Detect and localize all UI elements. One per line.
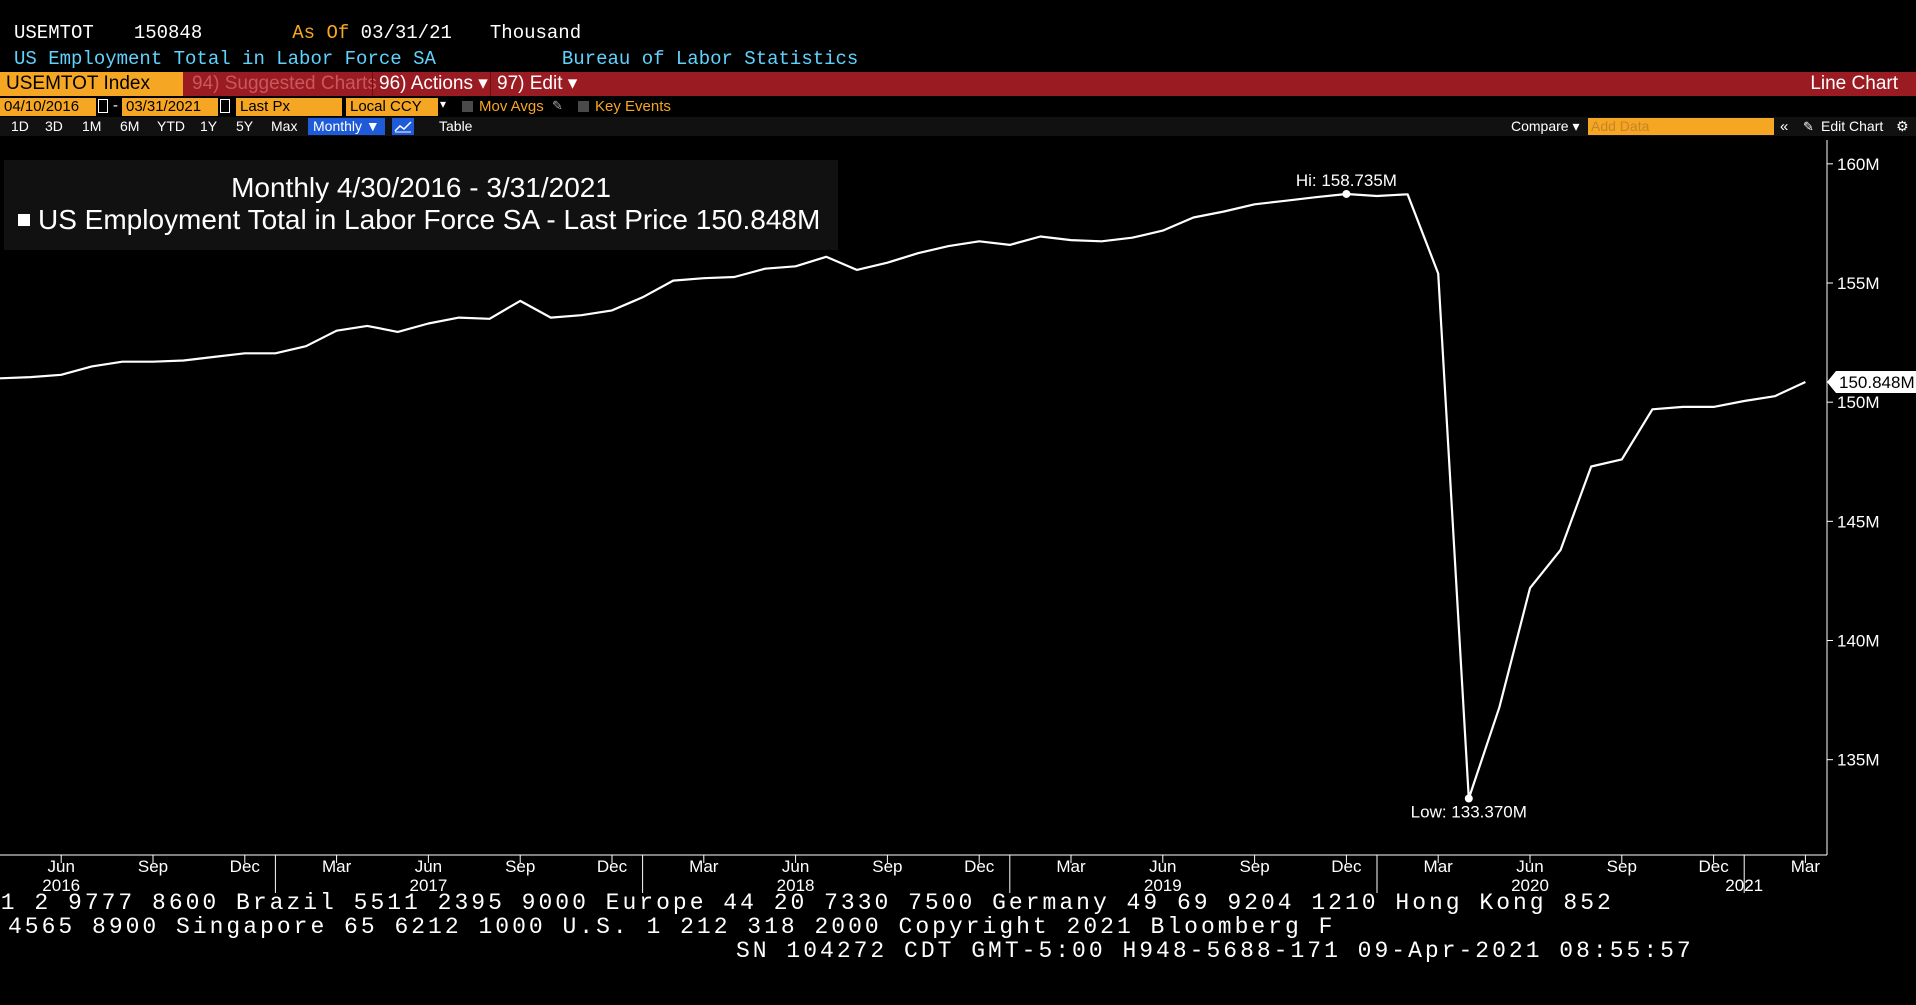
x-month-label: Sep	[505, 857, 535, 876]
table-button[interactable]: Table	[439, 118, 473, 134]
key-events-checkbox[interactable]	[578, 101, 589, 112]
x-month-label: Mar	[322, 857, 352, 876]
period-1m[interactable]: 1M	[82, 118, 102, 134]
x-month-label: Jun	[415, 857, 442, 876]
legend-period-title: Monthly 4/30/2016 - 3/31/2021	[231, 172, 611, 203]
last-price-label: 150.848M	[1839, 373, 1915, 392]
currency-dropdown-icon[interactable]: ▾	[440, 97, 447, 111]
add-data-input[interactable]: Add Data	[1588, 118, 1774, 135]
x-month-label: Sep	[1239, 857, 1269, 876]
last-price-tag	[1827, 370, 1916, 393]
x-month-label: Dec	[1698, 857, 1729, 876]
x-year-label: 2021	[1725, 876, 1763, 895]
x-month-label: Sep	[872, 857, 902, 876]
mov-avgs-label: Mov Avgs	[479, 98, 544, 115]
asof-date: 03/31/21	[360, 22, 452, 44]
x-month-label: Dec	[1331, 857, 1362, 876]
options-bar: 04/10/2016 - 03/31/2021 Last Px Local CC…	[0, 97, 1916, 116]
x-month-label: Jun	[782, 857, 809, 876]
series-line	[0, 192, 1806, 800]
x-year-label: 2018	[777, 876, 815, 895]
plot-area: Hi: 158.735M Low: 133.370M	[0, 171, 1806, 822]
y-tick-label: 155M	[1837, 274, 1880, 293]
x-axis: Jun Sep Dec Mar Jun Sep Dec Mar Jun Sep Dec Mar Jun S…	[0, 854, 1827, 895]
security-header: USEMTOT 150848 As Of 03/31/21 Thousand	[14, 22, 581, 44]
edit-chart-pencil-icon: ✎	[1803, 119, 1814, 134]
start-calendar-icon[interactable]	[98, 99, 108, 113]
end-date-field[interactable]: 03/31/2021	[122, 98, 218, 116]
x-month-label: Jun	[47, 857, 74, 876]
x-month-label: Dec	[230, 857, 261, 876]
x-year-label: 2020	[1511, 876, 1549, 895]
asof-label: As Of	[292, 22, 350, 44]
collapse-icon[interactable]: «	[1780, 118, 1789, 135]
high-point-marker	[1342, 189, 1351, 198]
period-max[interactable]: Max	[271, 118, 298, 134]
x-month-label: Sep	[1607, 857, 1637, 876]
frequency-select[interactable]: Monthly ▼	[308, 118, 385, 135]
chart-type-label[interactable]: Line Chart	[1810, 73, 1898, 94]
period-1d[interactable]: 1D	[11, 118, 29, 134]
units-label: Thousand	[489, 22, 582, 44]
x-month-label: Jun	[1516, 857, 1543, 876]
mov-avgs-checkbox[interactable]	[462, 101, 473, 112]
chart-legend: Monthly 4/30/2016 - 3/31/2021 US Employm…	[4, 160, 838, 250]
x-month-label: Dec	[964, 857, 995, 876]
period-6m[interactable]: 6M	[120, 118, 140, 134]
x-year-label: 2017	[409, 876, 447, 895]
security-value: 150848	[133, 22, 203, 44]
low-point-marker	[1464, 794, 1473, 803]
x-month-label: Dec	[597, 857, 628, 876]
edit-menu[interactable]: 97) Edit ▾	[490, 72, 577, 96]
y-tick-label: 140M	[1837, 632, 1880, 651]
y-tick-label: 150M	[1837, 393, 1880, 412]
currency-select[interactable]: Local CCY	[346, 98, 438, 116]
period-bar: 1D 3D 1M 6M YTD 1Y 5Y Max Monthly ▼ Tabl…	[0, 117, 1916, 136]
end-calendar-icon[interactable]	[220, 99, 230, 113]
y-tick-label: 145M	[1837, 512, 1880, 531]
period-3d[interactable]: 3D	[45, 118, 63, 134]
x-month-label: Mar	[1424, 857, 1454, 876]
settings-gear-icon[interactable]: ⚙	[1896, 118, 1909, 134]
x-month-label: Sep	[138, 857, 168, 876]
security-code: USEMTOT	[14, 22, 94, 44]
footer-contacts-line1: 51 2 9777 8600 Brazil 5511 2395 9000 Eur…	[0, 890, 1614, 916]
high-point-label: Hi: 158.735M	[1296, 171, 1397, 190]
edit-chart-button[interactable]: Edit Chart	[1821, 118, 1884, 134]
line-chart-icon[interactable]	[392, 118, 414, 135]
suggested-charts-button[interactable]: 94) Suggested Charts	[192, 73, 377, 94]
x-month-label: Jun	[1149, 857, 1176, 876]
actions-menu[interactable]: 96) Actions ▾	[372, 72, 488, 96]
compare-menu[interactable]: Compare ▾	[1511, 118, 1580, 134]
y-axis: 160M 155M 150M 145M 140M 135M 150.848M	[1826, 140, 1916, 855]
legend-series-swatch	[18, 214, 30, 226]
x-month-label: Mar	[1791, 857, 1821, 876]
period-1y[interactable]: 1Y	[200, 118, 218, 134]
ticker-field[interactable]: USEMTOT Index	[0, 72, 183, 96]
series-name: US Employment Total in Labor Force SA	[14, 48, 436, 70]
x-month-label: Mar	[689, 857, 719, 876]
footer-session-line: SN 104272 CDT GMT-5:00 H948-5688-171 09-…	[736, 938, 1694, 964]
start-date-field[interactable]: 04/10/2016	[0, 98, 96, 116]
x-month-label: Mar	[1056, 857, 1086, 876]
x-year-label: 2016	[42, 876, 80, 895]
field-select[interactable]: Last Px	[236, 98, 342, 116]
y-tick-label: 160M	[1837, 155, 1880, 174]
period-5y[interactable]: 5Y	[236, 118, 254, 134]
command-bar: USEMTOT Index 94) Suggested Charts 96) A…	[0, 72, 1916, 96]
legend-series-label: US Employment Total in Labor Force SA - …	[38, 204, 821, 235]
low-point-label: Low: 133.370M	[1411, 803, 1527, 822]
series-source: Bureau of Labor Statistics	[561, 48, 859, 70]
x-year-label: 2019	[1144, 876, 1182, 895]
series-description: US Employment Total in Labor Force SA Bur…	[14, 48, 858, 70]
pencil-icon[interactable]: ✎	[552, 98, 563, 113]
footer-contacts-line2: 4565 8900 Singapore 65 6212 1000 U.S. 1 …	[8, 914, 1336, 940]
period-ytd[interactable]: YTD	[157, 118, 185, 134]
date-separator: -	[113, 97, 118, 114]
y-tick-label: 135M	[1837, 751, 1880, 770]
key-events-label: Key Events	[595, 98, 671, 115]
